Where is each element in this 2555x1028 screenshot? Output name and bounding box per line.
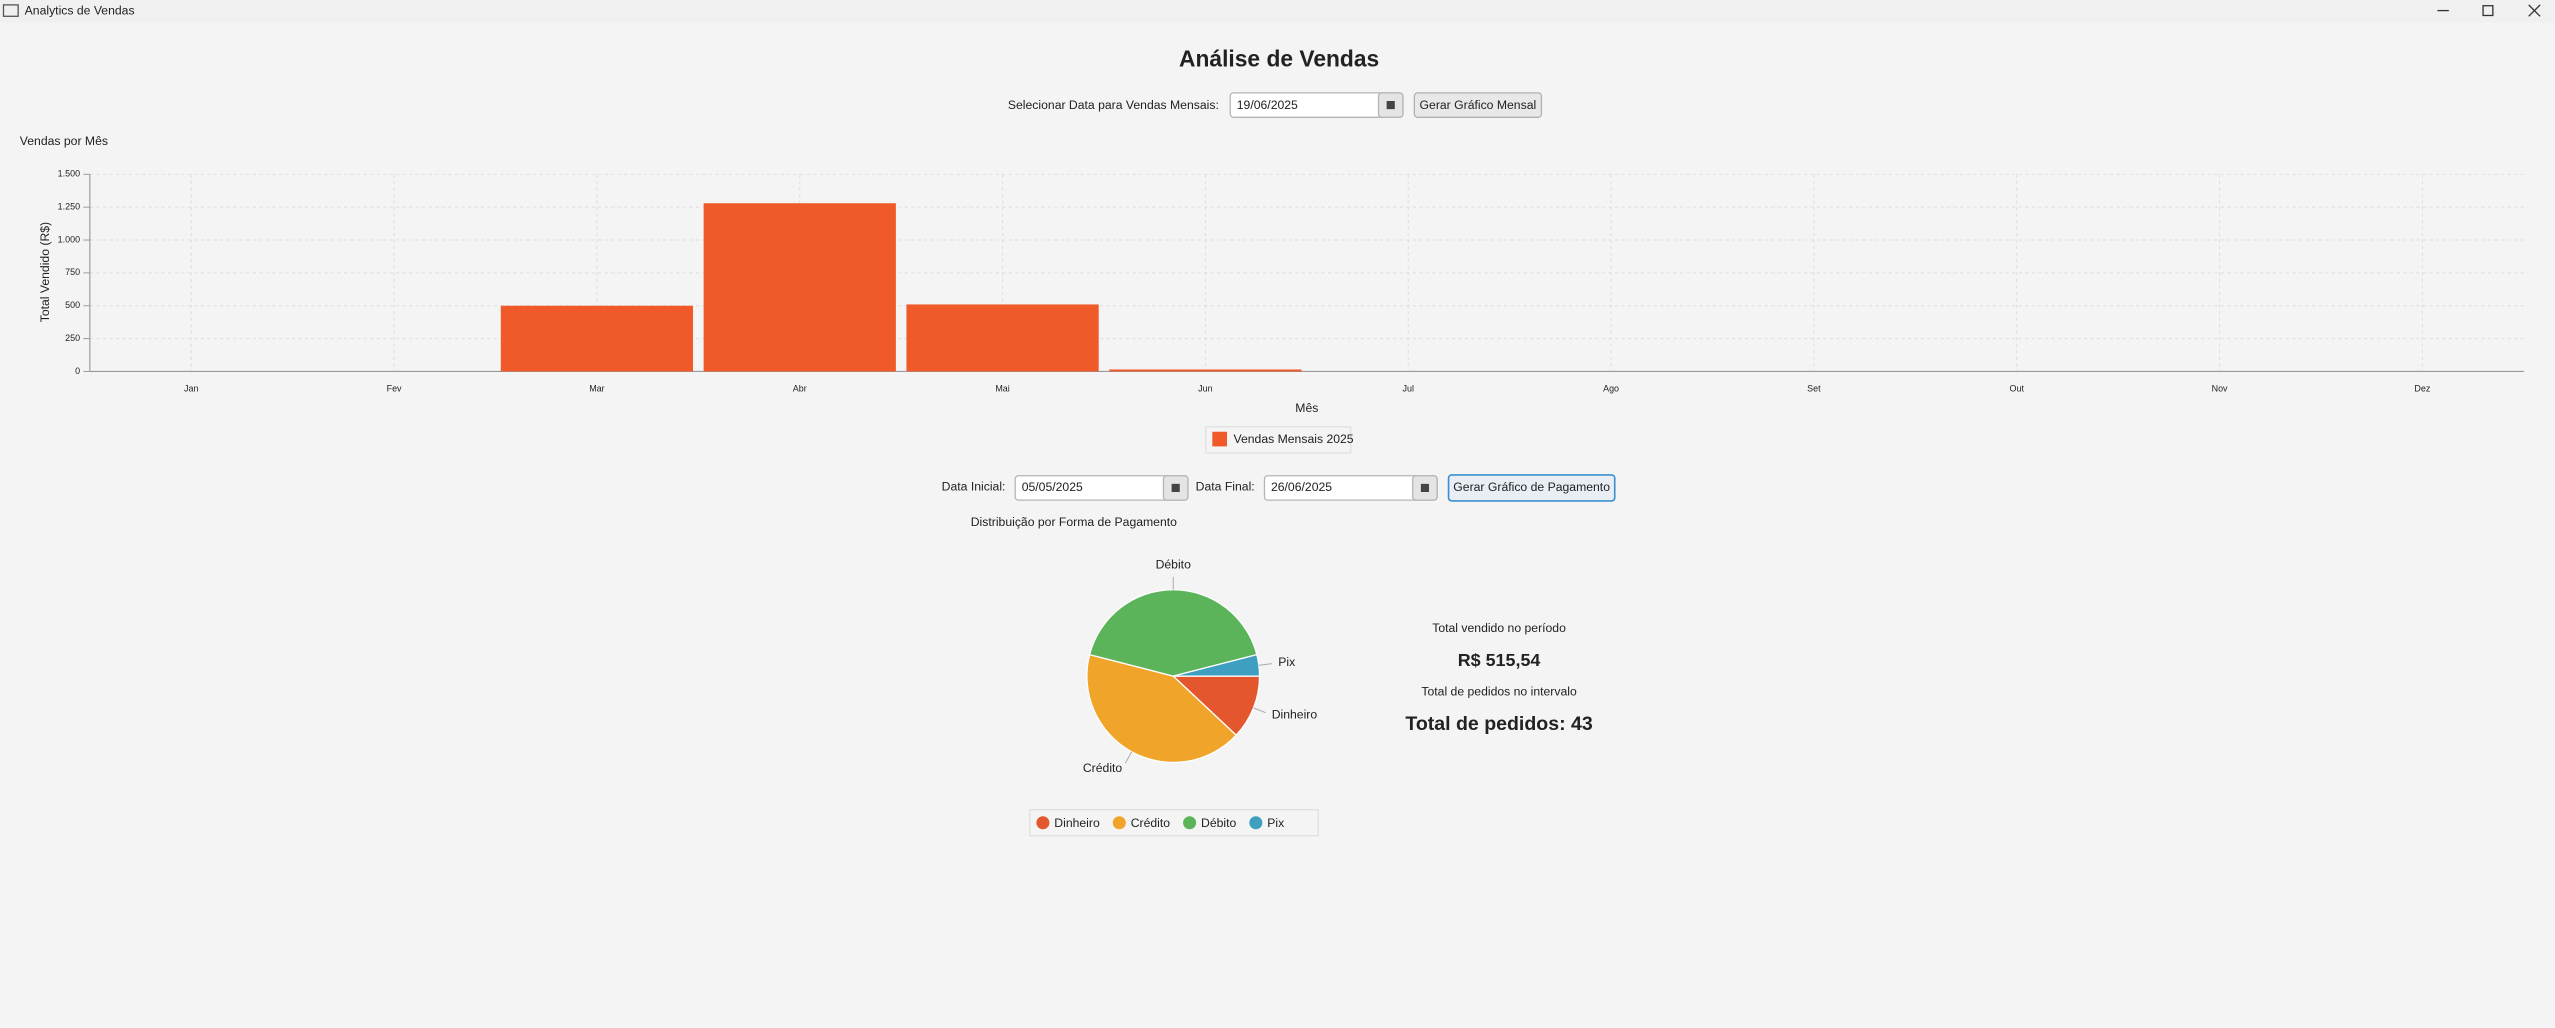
maximize-button[interactable]: [2482, 5, 2494, 17]
x-tick-label: Set: [1807, 384, 1821, 394]
bar: [1109, 369, 1302, 372]
x-tick-label: Mai: [995, 384, 1009, 394]
y-tick-label: 1.500: [58, 169, 80, 179]
legend-label: Débito: [1201, 816, 1236, 830]
app-icon: [2, 4, 19, 17]
bar: [500, 305, 694, 372]
y-tick-label: 250: [65, 333, 80, 343]
start-date-label: Data Inicial:: [942, 479, 1006, 493]
close-button[interactable]: [2528, 4, 2541, 17]
end-date-value: 26/06/2025: [1271, 480, 1332, 494]
x-tick-label: Fev: [387, 384, 402, 394]
x-axis-label: Mês: [1295, 401, 1318, 415]
bar: [906, 304, 1099, 372]
payment-generate-button[interactable]: [1447, 474, 1616, 502]
chart-title: Distribuição por Forma de Pagamento: [971, 515, 1177, 529]
orders-label: Total de pedidos no intervalo: [1421, 685, 1577, 699]
legend-swatch: [1183, 816, 1197, 830]
legend-label: Pix: [1267, 816, 1284, 830]
end-date-label: Data Final:: [1196, 479, 1255, 493]
monthly-generate-button[interactable]: [1413, 92, 1543, 118]
legend-box: [1205, 426, 1352, 454]
x-tick-label: Out: [2010, 384, 2025, 394]
pie-label: Crédito: [1083, 761, 1123, 775]
monthly-date-label: Selecionar Data para Vendas Mensais:: [1008, 98, 1219, 112]
x-tick-label: Nov: [2212, 384, 2228, 394]
orders-total: Total de pedidos: 43: [1405, 713, 1593, 735]
pie-label: Pix: [1278, 655, 1295, 669]
y-axis-label: Total Vendido (R$): [38, 222, 52, 322]
header-title: Análise de Vendas: [1179, 45, 1379, 71]
pie-leader-line: [1124, 751, 1133, 764]
x-tick-label: Jul: [1403, 384, 1414, 394]
legend-label: Vendas Mensais 2025: [1234, 432, 1354, 446]
pie-slice: [1086, 653, 1238, 764]
legend-swatch: [1212, 431, 1227, 447]
chart-title: Vendas por Mês: [20, 134, 108, 148]
pie-leader-line: [1258, 663, 1272, 666]
x-tick-label: Abr: [793, 384, 807, 394]
y-tick-label: 1.250: [58, 202, 80, 212]
legend-swatch: [1112, 816, 1126, 830]
pie-label: Dinheiro: [1272, 707, 1318, 721]
legend-swatch: [1036, 816, 1050, 830]
y-tick-label: 750: [65, 267, 80, 277]
x-tick-label: Jan: [184, 384, 198, 394]
calendar-icon: [1386, 101, 1395, 110]
legend-swatch: [1249, 816, 1263, 830]
window-title: Analytics de Vendas: [25, 4, 135, 18]
y-tick-label: 1.000: [58, 234, 80, 244]
x-tick-label: Dez: [2414, 384, 2430, 394]
calendar-icon: [1171, 483, 1180, 493]
bar: [703, 203, 896, 372]
title-bar: [0, 0, 2555, 23]
total-sold-label: Total vendido no período: [1432, 621, 1566, 635]
x-tick-label: Mar: [589, 384, 604, 394]
y-tick-label: 500: [65, 300, 80, 310]
pie-label: Débito: [1156, 558, 1191, 572]
legend-label: Dinheiro: [1054, 816, 1100, 830]
total-sold-value: R$ 515,54: [1458, 650, 1541, 670]
y-tick-label: 0: [75, 366, 80, 376]
legend-box: [1029, 809, 1319, 837]
pie-slice: [1171, 675, 1261, 737]
x-tick-label: Jun: [1198, 384, 1212, 394]
payment-generate-button-label: Gerar Gráfico de Pagamento: [1453, 480, 1610, 494]
legend-label: Crédito: [1131, 816, 1171, 830]
pie-leader-line: [1253, 707, 1266, 714]
start-date-value: 05/05/2025: [1022, 480, 1083, 494]
calendar-icon: [1420, 483, 1430, 493]
monthly-date-value: 19/06/2025: [1237, 98, 1298, 112]
monthly-generate-button-label: Gerar Gráfico Mensal: [1420, 98, 1537, 112]
x-tick-label: Ago: [1603, 384, 1619, 394]
